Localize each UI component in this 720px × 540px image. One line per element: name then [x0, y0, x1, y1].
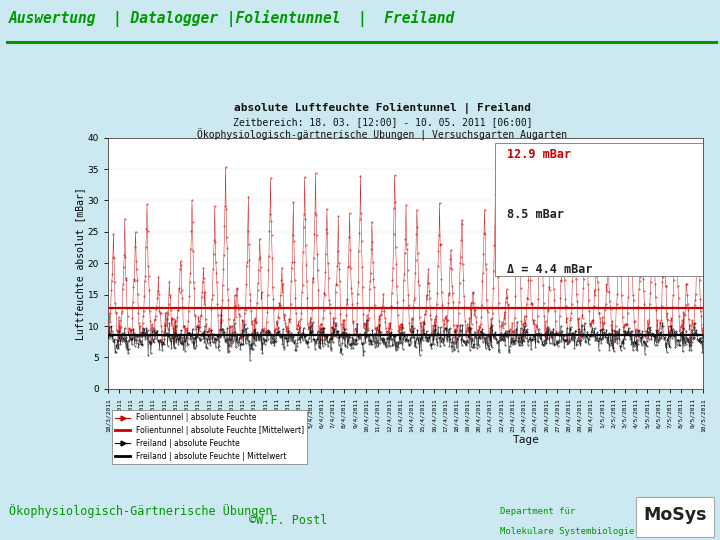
Text: Δ = 4.4 mBar: Δ = 4.4 mBar	[507, 263, 593, 276]
Text: Ökophysiologisch-gärtnerische Ubungen | Versuchsgarten Augarten: Ökophysiologisch-gärtnerische Ubungen | …	[197, 129, 567, 140]
Text: Ökophysiologisch-Gärtnerische Übungen: Ökophysiologisch-Gärtnerische Übungen	[9, 504, 272, 518]
Legend: Folientunnel | absolute Feuchte, Folientunnel | absolute Feuchte [Mittelwert], F: Folientunnel | absolute Feuchte, Folient…	[112, 410, 307, 464]
Text: Zeitbereich: 18. 03. [12:00] - 10. 05. 2011 [06:00]: Zeitbereich: 18. 03. [12:00] - 10. 05. 2…	[233, 118, 532, 127]
Text: ©W.F. Postl: ©W.F. Postl	[249, 514, 327, 527]
Text: Department für: Department für	[500, 507, 576, 516]
Text: Auswertung  | Datalogger |Folientunnel  |  Freiland: Auswertung | Datalogger |Folientunnel | …	[9, 10, 455, 27]
Text: 8.5 mBar: 8.5 mBar	[507, 208, 564, 221]
Text: absolute Luftfeuchte Folientunnel | Freiland: absolute Luftfeuchte Folientunnel | Frei…	[234, 103, 531, 113]
Text: Molekulare Systembiologie: Molekulare Systembiologie	[500, 527, 635, 536]
Text: 12.9 mBar: 12.9 mBar	[507, 148, 571, 161]
Text: Tage: Tage	[513, 435, 540, 445]
FancyBboxPatch shape	[495, 143, 709, 276]
Text: MoSys: MoSys	[643, 506, 706, 524]
FancyBboxPatch shape	[636, 497, 714, 537]
Y-axis label: Luftfeuchte absolut [mBar]: Luftfeuchte absolut [mBar]	[75, 187, 85, 340]
